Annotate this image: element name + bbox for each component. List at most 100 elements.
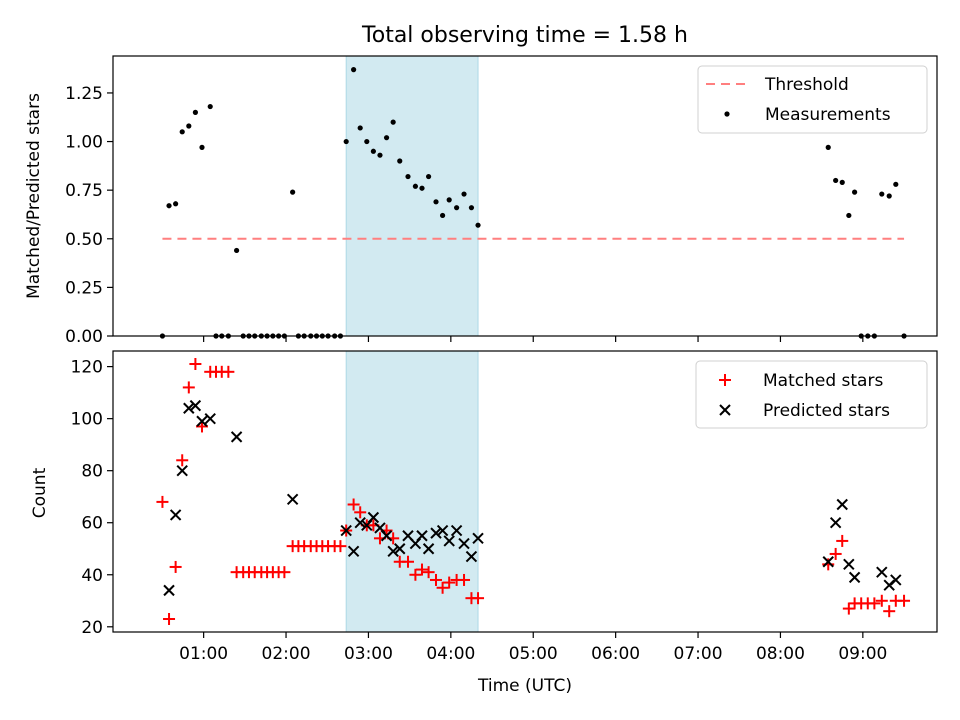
top-panel: Total observing time = 1.58 h 0.000.250.… [24,23,938,347]
cross-b [458,537,470,550]
measurement-point [846,212,852,219]
x-tick-label: 07:00 [674,644,723,664]
cross-b [367,511,380,524]
matched-star-point [836,534,849,547]
measurement-point [207,103,213,110]
matched-star-point [422,566,435,579]
x-tick-label: 08:00 [756,644,805,664]
cross-b [450,524,463,537]
y-tick-label: 80 [81,462,103,482]
top-y-axis-label: Matched/Predicted stars [24,93,44,299]
y-tick-label: 1.25 [65,84,103,104]
bottom-panel: 20 40 60 80 100 120 01:00 02:00 03:00 04:00 05:00… [30,350,938,696]
matched-star-point [156,495,169,508]
cross-b [848,571,861,584]
matched-star-point [875,594,888,607]
measurement-point [234,247,240,254]
y-tick-label: 120 [71,358,103,378]
measurement-point [390,119,396,125]
predicted-star-point [465,550,478,563]
measurement-point [192,109,198,115]
cross-b [843,558,855,571]
matched-star-point [176,454,189,467]
matched-star-point [409,568,422,581]
matched-star-point [222,365,235,378]
y-tick-label: 20 [81,618,103,638]
cross-b [829,517,842,529]
predicted-star-point [169,509,182,521]
measurement-point [383,135,390,141]
measurement-point [461,191,467,197]
cross-b [402,530,414,542]
observing-window-span-bottom [345,350,479,633]
matched-star-point [842,602,855,615]
y-tick-label: 1.00 [65,133,103,153]
matched-star-point [182,381,195,394]
y-tick-label: 60 [81,514,103,534]
cross-b [163,584,175,597]
x-tick-label: 04:00 [426,644,475,664]
matched-star-point [430,573,443,586]
measurement-point [364,138,370,145]
x-axis-label: Time (UTC) [477,676,572,696]
measurement-point [833,177,839,184]
predicted-star-point [367,511,380,524]
matched-star-point [354,506,367,519]
x-tick-label: 06:00 [591,644,640,664]
measurement-point [454,205,460,211]
cross-b [876,566,888,578]
top-y-ticks: 0.00 0.25 0.50 0.75 1.00 1.25 [65,84,113,347]
predicted-star-point [450,524,463,537]
predicted-star-point [876,566,888,578]
matched-star-point [883,605,896,618]
predicted-star-point [286,493,299,506]
predicted-star-point [430,527,442,539]
cross-b [189,399,202,412]
bottom-legend: Matched stars Predicted stars [695,360,928,429]
observing-window-span [345,55,479,337]
predicted-star-point [436,524,449,537]
legend-measurements-swatch [724,111,730,117]
predicted-star-point [848,571,861,584]
bottom-y-axis-label: Count [30,467,50,518]
measurement-point [468,205,475,211]
predicted-star-point [354,517,366,529]
predicted-star-point [822,556,834,568]
predicted-star-point [458,537,470,550]
cross-b [354,517,366,529]
cross-b [387,545,399,558]
measurement-point [852,189,858,195]
measurement-point [343,138,349,145]
matched-star-point [443,576,456,589]
predicted-star-point [843,558,855,571]
matched-star-point [436,581,449,594]
cross-b [196,415,208,427]
measurement-point [425,173,432,180]
predicted-star-point [189,399,202,412]
cross-b [380,530,393,542]
predicted-star-point [176,464,188,477]
predicted-star-point [183,402,195,414]
measurement-point [419,185,425,191]
x-tick-label: 01:00 [179,644,228,664]
measurement-point [446,197,452,203]
measurement-point [377,152,383,158]
measurement-point [397,158,403,164]
matched-star-point [334,540,347,553]
predicted-star-point [394,543,406,555]
y-tick-label: 0.00 [65,327,103,347]
predicted-star-point [163,584,175,597]
cross-b [836,498,848,511]
x-tick-label: 05:00 [509,644,558,664]
cross-b [183,402,195,414]
bottom-legend-frame [695,360,928,429]
measurement-point [433,199,439,205]
cross-b [430,527,442,539]
matched-star-point [458,573,471,586]
measurement-point [879,191,885,197]
predicted-star-point [836,498,848,511]
predicted-star-point [387,545,399,558]
matched-star-point [278,566,291,579]
x-tick-label: 03:00 [344,644,393,664]
x-tick-label: 02:00 [262,644,311,664]
